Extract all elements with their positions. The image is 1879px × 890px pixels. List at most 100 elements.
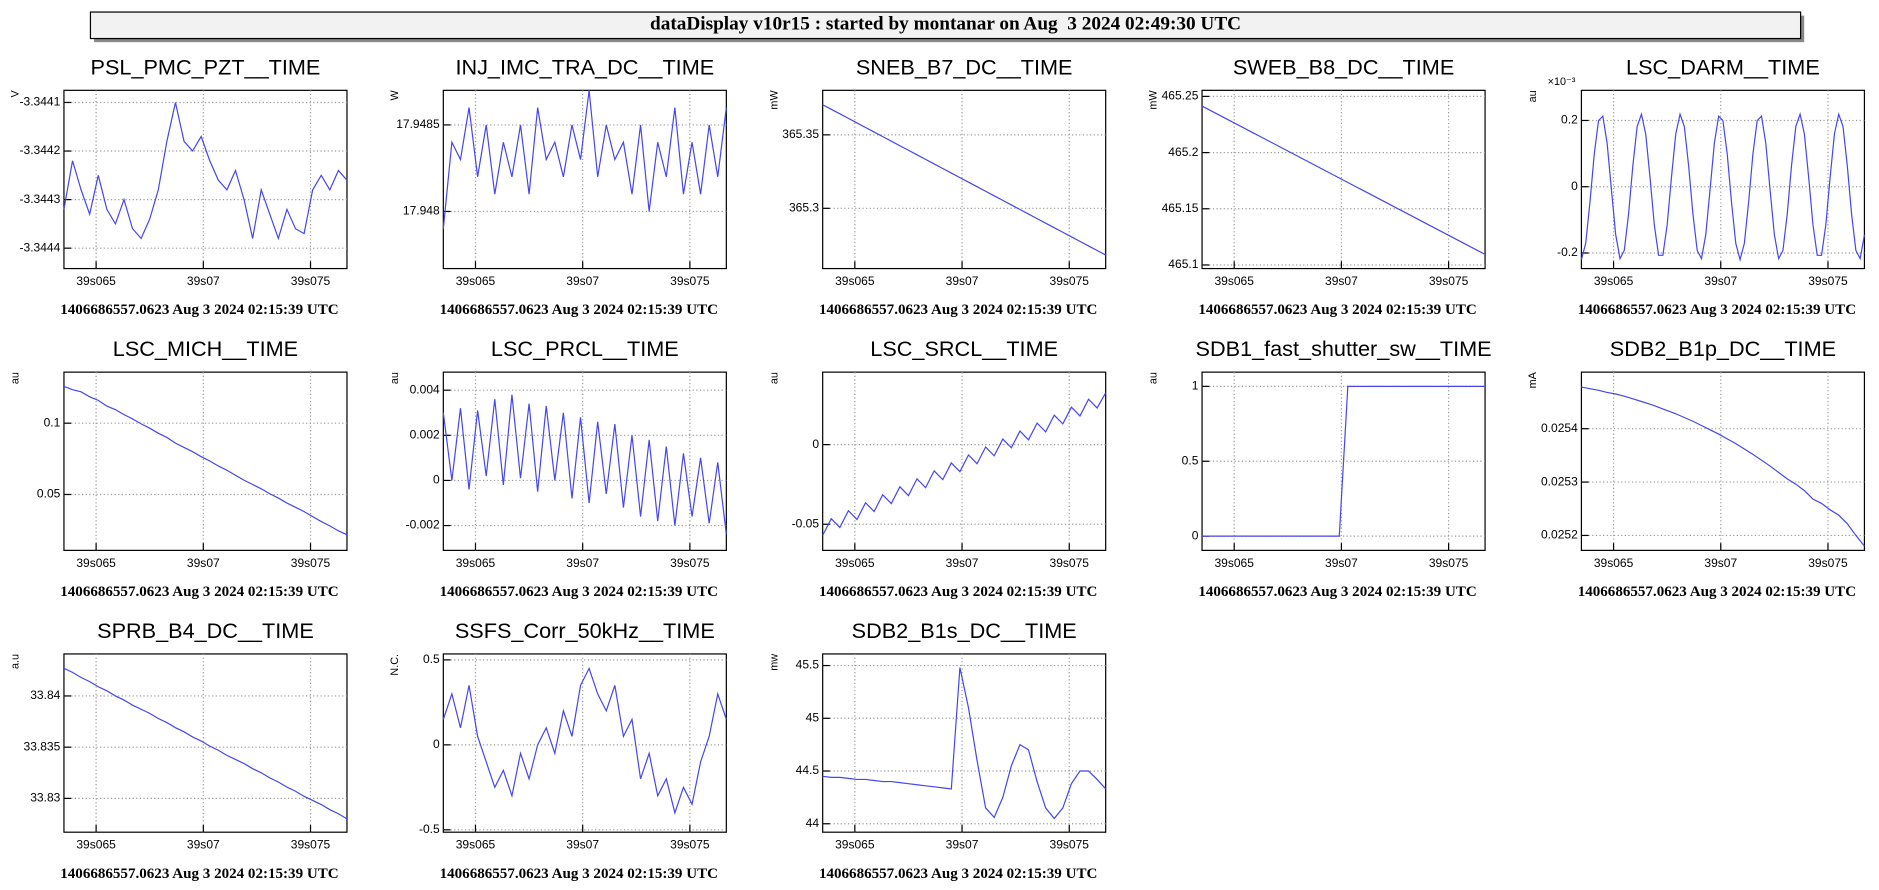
y-tick-label: 0 [1192,528,1199,542]
x-tick-label: 39s065 [76,274,116,288]
x-tick-label: 39s065 [76,556,116,570]
x-tick-label: 39s075 [670,274,710,288]
x-tick-label: 39s065 [456,838,496,852]
header-title: dataDisplay v10r15 : started by montanar… [650,14,1241,35]
x-tick-label: 39s065 [1594,274,1634,288]
y-axis-label: a.u [10,654,22,669]
y-axis-label: au [389,372,401,384]
y-multiplier: ×10⁻³ [1548,76,1576,88]
x-tick-label: 39s07 [187,274,220,288]
y-tick-label: -3.3443 [20,192,61,206]
y-tick-label: 17.9485 [396,117,440,131]
chart-footer: 1406686557.0623 Aug 3 2024 02:15:39 UTC [60,302,338,318]
data-line [442,394,727,535]
data-line [822,104,1106,256]
x-tick-label: 39s065 [76,838,116,852]
y-axis-label: mw [768,654,780,671]
chart-footer: 1406686557.0623 Aug 3 2024 02:15:39 UTC [1198,302,1476,318]
chart-footer: 1406686557.0623 Aug 3 2024 02:15:39 UTC [819,866,1097,882]
data-line [822,667,1107,820]
x-tick-label: 39s07 [566,274,599,288]
x-tick-label: 39s07 [946,838,979,852]
data-line [63,102,348,241]
data-line [1201,105,1486,255]
chart-footer: 1406686557.0623 Aug 3 2024 02:15:39 UTC [60,584,338,600]
x-tick-label: 39s075 [291,274,331,288]
x-tick-label: 39s065 [456,274,496,288]
plot-frame [822,653,1107,833]
x-tick-label: 39s075 [670,838,710,852]
y-tick-label: -0.5 [419,822,440,836]
chart-title: PSL_PMC_PZT__TIME [91,54,321,79]
data-line [442,666,727,815]
y-tick-label: 44.5 [796,763,820,777]
y-tick-label: 465.1 [1168,257,1198,271]
x-tick-label: 39s07 [566,838,599,852]
chart-title: SDB2_B1s_DC__TIME [852,618,1077,643]
chart-title: LSC_MICH__TIME [113,336,298,361]
y-tick-label: 1 [1192,379,1199,393]
chart-title: SPRB_B4_DC__TIME [97,618,314,643]
plot-frame [442,89,727,270]
chart-footer: 1406686557.0623 Aug 3 2024 02:15:39 UTC [60,866,338,882]
data-line [63,385,348,536]
y-tick-label: 44 [806,816,820,830]
y-axis-label: au [1527,90,1539,102]
x-tick-label: 39s065 [1594,556,1634,570]
x-tick-label: 39s065 [835,274,875,288]
y-tick-label: 0 [433,737,440,751]
x-tick-label: 39s075 [1808,274,1848,288]
x-tick-label: 39s07 [566,556,599,570]
y-tick-label: -0.05 [792,516,820,530]
y-tick-label: 465.2 [1168,145,1198,159]
x-tick-label: 39s07 [946,274,979,288]
x-tick-label: 39s075 [1050,274,1090,288]
header-box [89,11,1802,40]
chart-footer: 1406686557.0623 Aug 3 2024 02:15:39 UTC [819,302,1097,318]
y-tick-label: 0.0253 [1541,474,1578,488]
x-tick-label: 39s065 [835,556,875,570]
plot-frame [63,371,348,551]
data-line [1581,386,1865,547]
x-tick-label: 39s07 [187,838,220,852]
plot-frame [442,653,727,833]
chart-title: LSC_DARM__TIME [1626,54,1820,79]
x-tick-label: 39s07 [1704,274,1737,288]
plot-frame [1580,371,1866,551]
chart-footer: 1406686557.0623 Aug 3 2024 02:15:39 UTC [1578,584,1856,600]
chart-title: SDB2_B1p_DC__TIME [1610,336,1836,361]
chart-title: LSC_SRCL__TIME [870,336,1058,361]
data-line [442,90,727,229]
y-tick-label: 0 [1571,179,1578,193]
y-tick-label: 465.25 [1162,89,1199,103]
plot-frame [1580,89,1866,270]
chart-title: SSFS_Corr_50kHz__TIME [455,618,715,643]
chart-title: SWEB_B8_DC__TIME [1233,54,1454,79]
y-tick-label: -3.3442 [20,143,61,157]
y-tick-label: 0.05 [37,487,61,501]
y-tick-label: 45 [806,710,820,724]
y-tick-label: 0.5 [423,652,440,666]
data-line [822,392,1107,536]
y-tick-label: -3.3441 [20,95,61,109]
y-tick-label: 17.948 [403,204,440,218]
y-axis-label: N.C. [389,654,401,676]
data-line [63,667,348,820]
chart-title: SNEB_B7_DC__TIME [856,54,1073,79]
x-tick-label: 39s075 [670,556,710,570]
y-tick-label: -0.002 [406,518,440,532]
y-tick-label: 0 [433,473,440,487]
x-tick-label: 39s065 [1214,556,1254,570]
y-tick-label: 0.004 [410,382,440,396]
chart-footer: 1406686557.0623 Aug 3 2024 02:15:39 UTC [819,584,1097,600]
y-tick-label: -0.2 [1557,245,1578,259]
x-tick-label: 39s07 [1704,556,1737,570]
chart-footer: 1406686557.0623 Aug 3 2024 02:15:39 UTC [440,866,718,882]
plot-frame [63,89,348,270]
y-tick-label: 365.3 [789,201,819,215]
y-tick-label: 45.5 [796,658,820,672]
y-tick-label: -3.3444 [20,240,61,254]
chart-footer: 1406686557.0623 Aug 3 2024 02:15:39 UTC [1198,584,1476,600]
